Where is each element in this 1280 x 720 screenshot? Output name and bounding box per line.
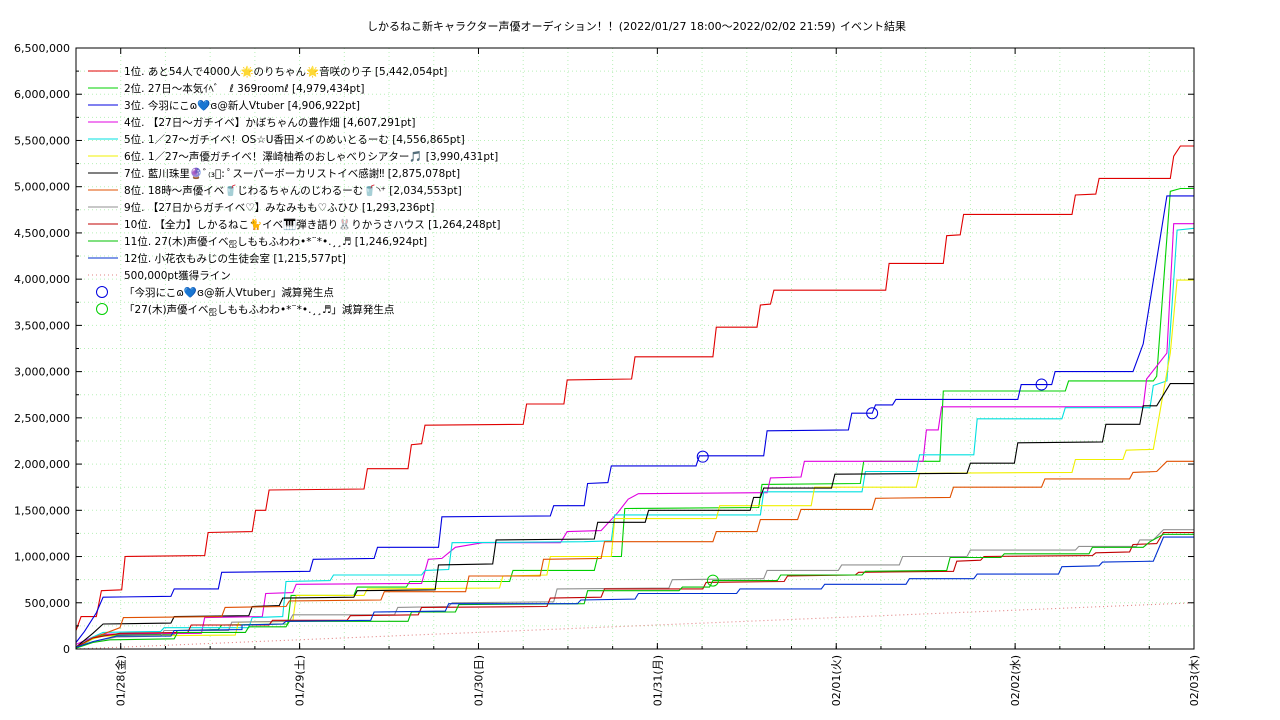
legend-entry: 6位. 1／27～声優ガチイベ！澤崎柚希のおしゃべりシアター🎵 [3,990,4…: [124, 150, 498, 163]
legend-entry: 7位. 藍川珠里🔮ﾞ₍₃ﾞ: ﾟスーパーボーカリストイベ感謝‼ [2,875,0…: [124, 167, 460, 180]
y-tick-label: 4,500,000: [14, 227, 70, 240]
y-tick-label: 5,000,000: [14, 181, 70, 194]
y-tick-label: 2,500,000: [14, 412, 70, 425]
legend-entry: 1位. あと54人で4000人🌟のりちゃん🌟音咲のり子 [5,442,054pt…: [124, 65, 447, 78]
chart-title: しかるねこ新キャラクター声優オーディション！！(2022/01/27 18:00…: [367, 19, 836, 33]
legend-entry: 4位. 【27日～ガチイベ】かぼちゃんの豊作畑 [4,607,291pt]: [124, 116, 415, 129]
legend-entry: 10位. 【全力】しかるねこ🐈イベ🎹弾き語り🐰りかうさハウス [1,264,24…: [124, 218, 501, 231]
legend-marker-entry: 「27(木)声優イベஐしももふわわ•*¨*•.¸¸♬」減算発生点: [124, 303, 394, 316]
y-tick-label: 1,000,000: [14, 551, 70, 564]
y-tick-label: 4,000,000: [14, 273, 70, 286]
series-line-3: [75, 195, 1194, 643]
legend: 1位. あと54人で4000人🌟のりちゃん🌟音咲のり子 [5,442,054pt…: [88, 65, 501, 316]
y-tick-label: 6,500,000: [14, 42, 70, 55]
subtraction-marker: [706, 574, 719, 587]
legend-marker: [96, 303, 108, 315]
series-line-2: [75, 187, 1194, 649]
x-tick-label: 02/02(水): [1009, 655, 1022, 706]
series-layer: [75, 145, 1195, 650]
y-tick-label: 3,500,000: [14, 319, 70, 332]
x-tick-label: 01/31(月): [651, 655, 664, 706]
legend-entry: 500,000pt獲得ライン: [124, 269, 231, 282]
grid: [75, 47, 1195, 650]
legend-entry: 11位. 27(木)声優イベஐしももふわわ•*¨*•.¸¸♬ [1,246,92…: [124, 235, 427, 248]
series-line-7: [75, 383, 1194, 648]
subtraction-marker: [866, 407, 879, 420]
y-tick-label: 6,000,000: [14, 88, 70, 101]
legend-entry: 5位. 1／27～ガチイベ！OS☆U香田メイのめいとるーむ [4,556,865…: [124, 133, 465, 146]
series-line-9: [75, 529, 1194, 649]
legend-marker: [96, 286, 108, 298]
x-tick-label: 01/30(日): [472, 655, 485, 706]
x-tick-label: 02/03(木): [1188, 655, 1201, 706]
legend-entry: 8位. 18時～声優イベ🥤じわるちゃんのじわるーむ🥤◝⁺ [2,034,553p…: [124, 184, 462, 197]
y-tick-label: 500,000: [25, 597, 71, 610]
y-tick-label: 3,000,000: [14, 366, 70, 379]
y-tick-label: 5,500,000: [14, 134, 70, 147]
x-tick-label: 02/01(火): [830, 655, 843, 706]
chart-subtitle: イベント結果: [840, 19, 906, 33]
legend-entry: 2位. 27日～本気ｲﾍﾞ ℓ 369roomℓ [4,979,434pt]: [124, 82, 364, 95]
axes: 0 500,000 1,000,000 1,500,000 2,000,000 2,500…: [14, 42, 1201, 706]
subtraction-marker: [696, 450, 709, 463]
legend-marker-entry: 「今羽にこɷ💙ɞ@新人Vtuber」減算発生点: [124, 286, 334, 299]
series-line-12: [75, 536, 1194, 648]
y-tick-label: 0: [63, 643, 70, 656]
plot-area: [76, 48, 1194, 649]
series-line-13: [75, 602, 1195, 650]
x-tick-label: 01/28(金): [114, 655, 128, 706]
legend-entry: 9位. 【27日からガチイベ♡】みなみもも♡ふひひ [1,293,236pt]: [124, 201, 434, 214]
y-tick-label: 1,500,000: [14, 504, 70, 517]
subtraction-marker: [1035, 378, 1048, 391]
legend-entry: 12位. 小花衣もみじの生徒会室 [1,215,577pt]: [124, 252, 346, 265]
series-line-8: [75, 460, 1194, 648]
series-line-4: [75, 223, 1194, 645]
legend-entry: 3位. 今羽にこɷ💙ɞ@新人Vtuber [4,906,922pt]: [124, 99, 360, 112]
y-tick-label: 2,000,000: [14, 458, 70, 471]
series-line-1: [75, 145, 1194, 631]
x-tick-label: 01/29(土): [294, 655, 307, 706]
series-line-11: [75, 533, 1194, 649]
